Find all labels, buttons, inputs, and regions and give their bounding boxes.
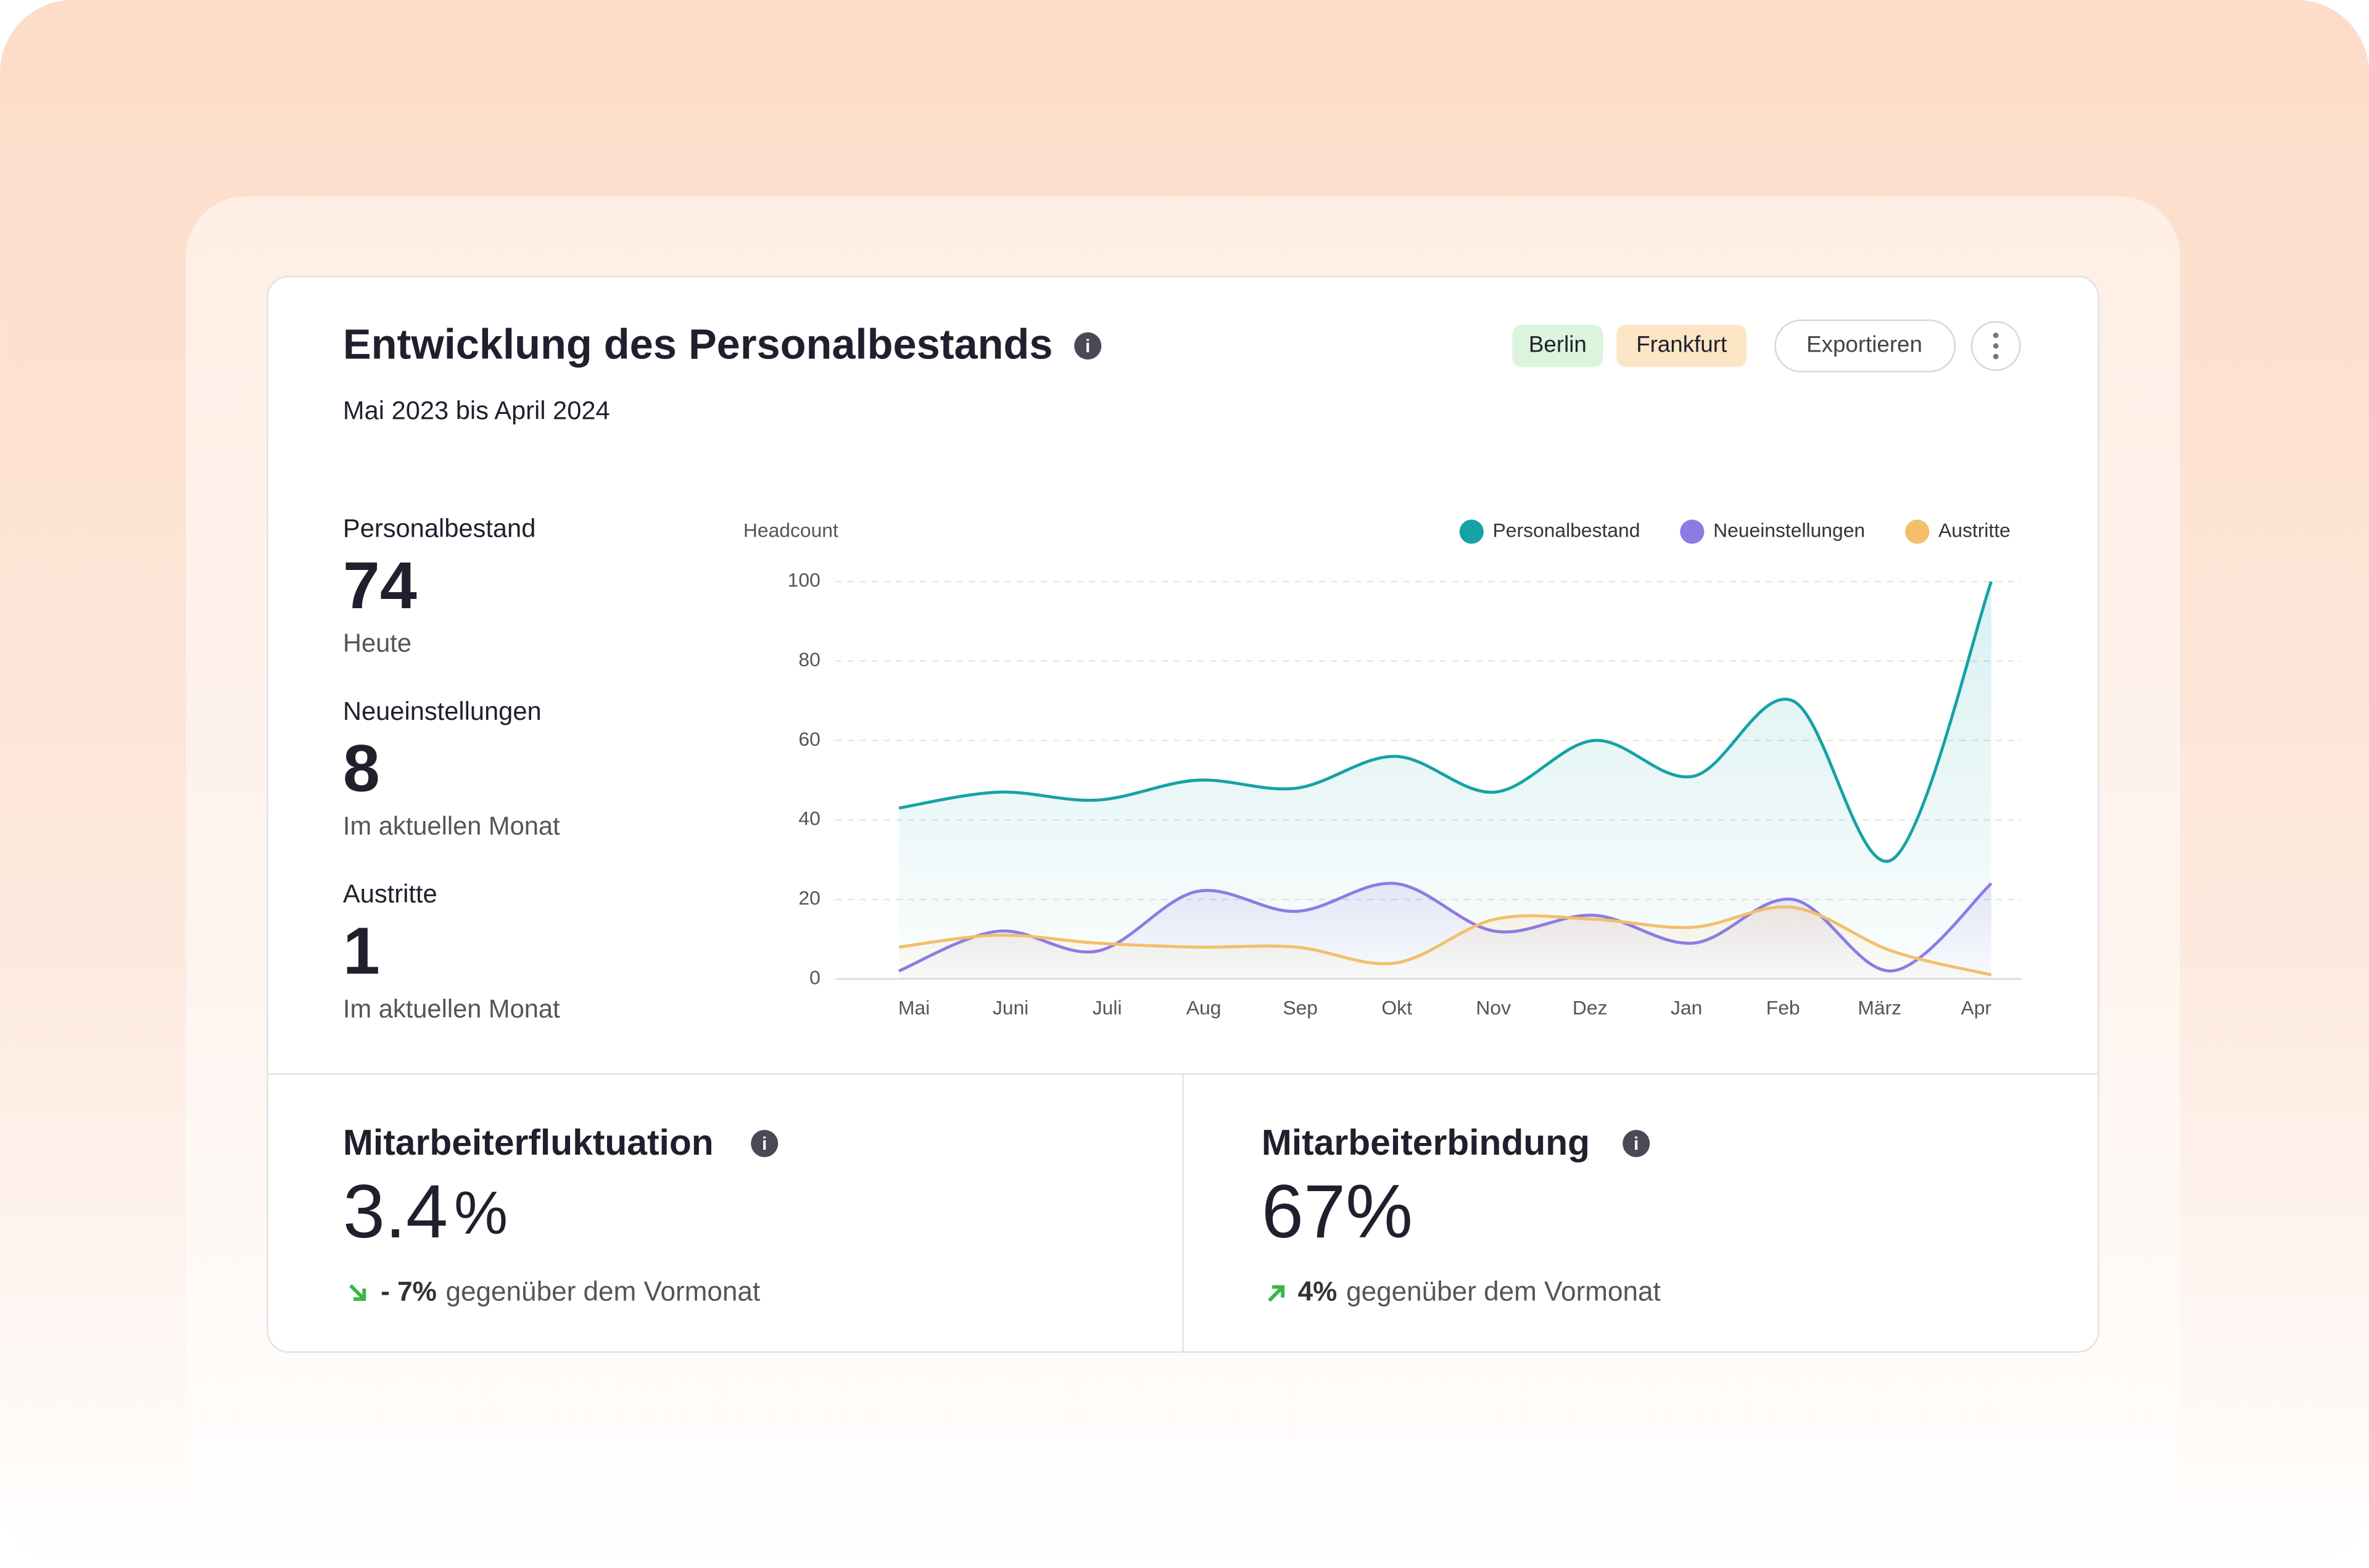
x-tick-label: März [1858, 996, 1901, 1018]
tag[interactable] [1616, 324, 1747, 368]
kpi-label: Austritte [343, 879, 437, 908]
svg-text:i: i [1634, 1134, 1639, 1154]
y-tick-label: 20 [798, 887, 820, 909]
tag-label: Berlin [1529, 332, 1587, 357]
kpi-note: Im aktuellen Monat [343, 811, 560, 840]
tag[interactable] [1512, 324, 1603, 368]
unit: % [1346, 1169, 1413, 1253]
y-tick-label: 0 [809, 966, 821, 988]
change-text: gegenüber dem Vormonat [1346, 1276, 1661, 1306]
metric-title: Mitarbeiterbindung [1262, 1123, 1590, 1163]
x-tick-label: Jan [1671, 996, 1702, 1018]
svg-text:i: i [1085, 336, 1090, 357]
legend-swatch [1459, 519, 1484, 544]
info-icon[interactable]: i [1623, 1129, 1650, 1157]
svg-text:i: i [762, 1134, 767, 1154]
change: 4% [1298, 1276, 1337, 1306]
kpi-label: Personalbestand [343, 514, 535, 543]
legend-swatch [1905, 519, 1930, 544]
metric-change: 4% gegenüber dem Vormonat [1298, 1276, 1661, 1306]
y-tick-label: 80 [798, 648, 820, 671]
change: - 7% [381, 1276, 437, 1306]
x-tick-label: Juli [1093, 996, 1122, 1018]
line [898, 905, 1992, 976]
x-tick-label: Okt [1381, 996, 1412, 1018]
y-tick-label: 100 [788, 569, 821, 591]
line [898, 581, 1993, 863]
arrow-up [1268, 1285, 1285, 1302]
kpi-value: 74 [343, 548, 417, 622]
area [899, 581, 1991, 979]
x-tick-label: Sep [1283, 996, 1318, 1018]
legend-label: Neueinstellungen [1713, 519, 1865, 541]
legend-label: Personalbestand [1493, 519, 1640, 541]
tag-label: Frankfurt [1636, 332, 1727, 357]
kpi-note: Heute [343, 629, 411, 658]
y-axis-label: Headcount [743, 519, 838, 541]
more-button[interactable] [1970, 321, 2021, 371]
metric-title: Mitarbeiterfluktuation [343, 1123, 714, 1163]
metric-value: 67% [1262, 1169, 1413, 1253]
x-tick-label: Apr [1961, 996, 1991, 1018]
x-tick-label: Juni [993, 996, 1028, 1018]
metric-change: - 7% gegenüber dem Vormonat [381, 1276, 760, 1306]
x-tick-label: Nov [1476, 996, 1511, 1018]
x-tick-label: Dez [1573, 996, 1608, 1018]
metric-value: 3.4% [343, 1169, 508, 1253]
x-tick-label: Feb [1766, 996, 1800, 1018]
export-button[interactable] [1774, 319, 1956, 373]
kpi-label: Neueinstellungen [343, 696, 542, 725]
legend-swatch [1680, 519, 1705, 544]
subtitle: Mai 2023 bis April 2024 [343, 396, 610, 425]
button-label: Exportieren [1806, 332, 1922, 357]
legend-label: Austritte [1938, 519, 2011, 541]
kpi-note: Im aktuellen Monat [343, 994, 560, 1023]
value: 3.4 [343, 1169, 448, 1253]
value: 67 [1262, 1169, 1346, 1253]
unit: % [454, 1179, 508, 1247]
kpi-value: 8 [343, 730, 380, 805]
y-tick-label: 40 [798, 807, 820, 830]
info-icon[interactable]: i [751, 1129, 779, 1157]
arrow-down [349, 1284, 366, 1302]
change-text: gegenüber dem Vormonat [445, 1276, 760, 1306]
x-tick-label: Aug [1186, 996, 1222, 1018]
title: Entwicklung des Personalbestands [343, 320, 1053, 368]
y-tick-label: 60 [798, 728, 820, 750]
info-icon[interactable]: i [1074, 332, 1102, 360]
kpi-value: 1 [343, 914, 380, 988]
x-tick-label: Mai [898, 996, 930, 1018]
